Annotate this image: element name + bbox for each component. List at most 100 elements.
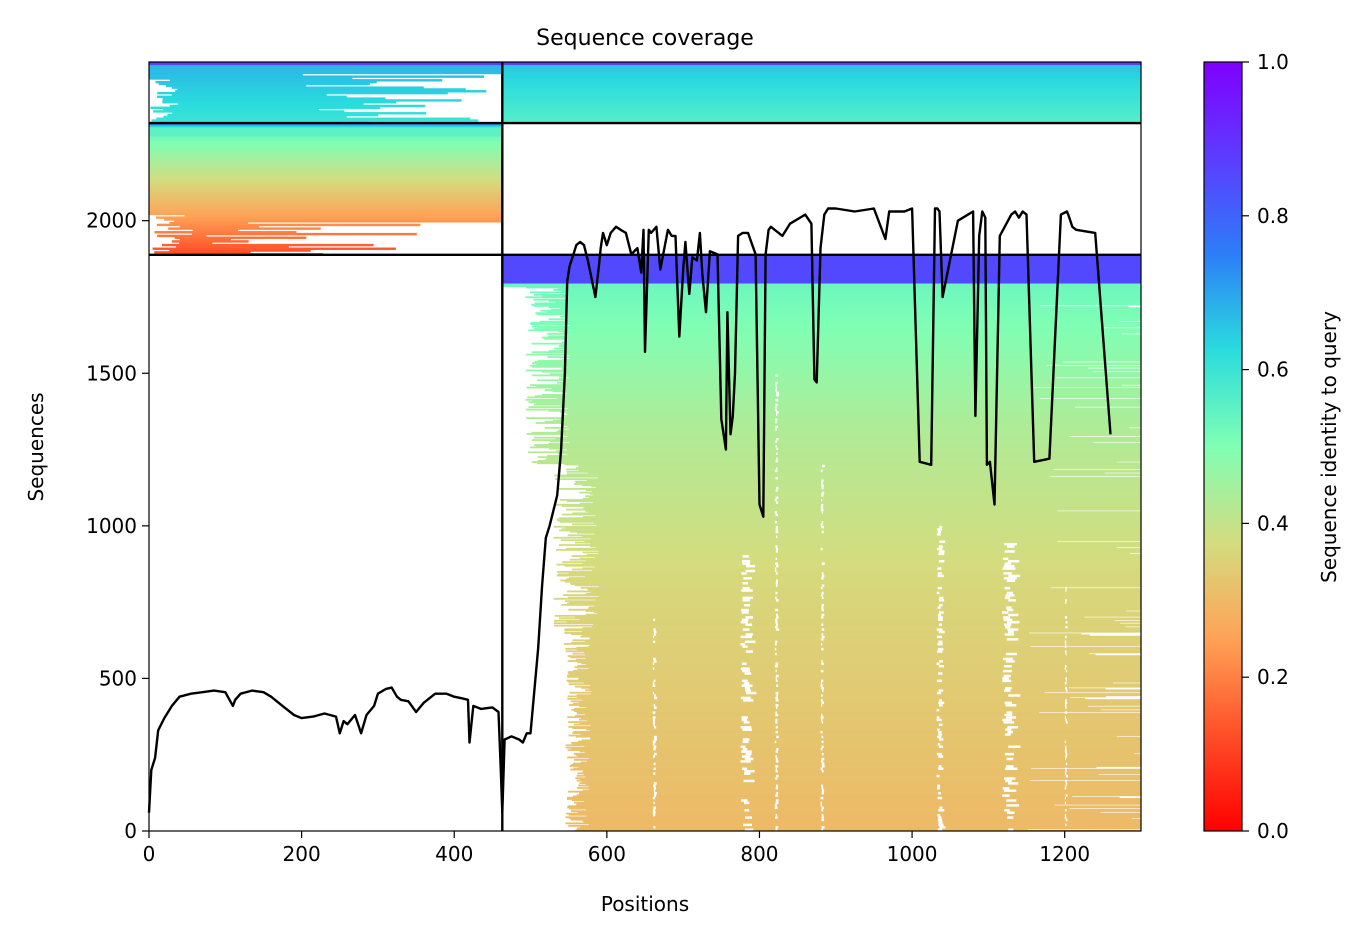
- heatmap-row: [164, 218, 503, 221]
- heatmap-row: [502, 117, 1141, 120]
- heatmap-gap: [775, 662, 779, 665]
- heatmap-row: [595, 514, 1141, 517]
- heatmap-row: [584, 651, 1141, 654]
- heatmap-gap: [1003, 674, 1011, 678]
- heatmap-gap: [741, 572, 747, 575]
- heatmap-row: [568, 790, 1141, 793]
- heatmap-gap: [1002, 611, 1009, 614]
- heatmap-gap: [820, 547, 823, 551]
- heatmap-gap: [937, 572, 942, 575]
- heatmap-gap: [775, 528, 778, 531]
- heatmap-row: [562, 358, 1141, 361]
- heatmap-row: [560, 579, 1141, 582]
- heatmap-gap: [820, 760, 824, 763]
- heatmap-row: [502, 64, 1141, 67]
- heatmap-row: [594, 556, 1141, 559]
- heatmap-row: [172, 112, 427, 115]
- heatmap-gap: [775, 750, 778, 753]
- heatmap-gap: [1002, 679, 1012, 683]
- heatmap-row: [590, 684, 1141, 687]
- heatmap-gap: [776, 735, 779, 739]
- heatmap-row: [565, 822, 1141, 825]
- heatmap-gap: [820, 494, 824, 497]
- heatmap-row: [149, 203, 503, 207]
- heatmap-row: [588, 472, 1105, 474]
- heatmap-gap: [936, 533, 941, 536]
- heatmap-gap: [1007, 811, 1015, 814]
- heatmap-row: [171, 240, 249, 243]
- heatmap-gap: [821, 806, 824, 810]
- heatmap-row: [581, 686, 1069, 689]
- heatmap-row: [163, 115, 347, 119]
- heatmap-gap: [1007, 730, 1014, 734]
- heatmap-gap: [775, 691, 779, 695]
- heatmap-row: [156, 117, 471, 120]
- heatmap-gap: [1065, 652, 1067, 656]
- heatmap-gap: [1003, 557, 1009, 561]
- heatmap-row: [149, 212, 503, 216]
- heatmap-gap: [775, 428, 777, 431]
- heatmap-row: [590, 542, 1141, 545]
- heatmap-row: [149, 183, 503, 186]
- heatmap-row: [594, 533, 1141, 535]
- heatmap-gap: [938, 672, 943, 675]
- heatmap-gap: [653, 784, 656, 788]
- heatmap-row: [536, 363, 1141, 366]
- heatmap-gap: [821, 486, 824, 490]
- heatmap-gap: [775, 403, 778, 407]
- heatmap-gap: [1006, 799, 1017, 802]
- heatmap-gap: [820, 699, 823, 702]
- heatmap-row: [149, 146, 503, 150]
- heatmap-gap: [653, 630, 657, 634]
- heatmap-row: [568, 572, 1141, 575]
- heatmap-row: [547, 332, 1122, 335]
- heatmap-row: [588, 606, 1141, 609]
- heatmap-gap: [742, 728, 752, 731]
- heatmap-row: [586, 553, 1141, 556]
- heatmap-gap: [776, 413, 778, 416]
- heatmap-gap: [1007, 608, 1014, 612]
- heatmap-gap: [936, 752, 942, 756]
- heatmap-gap: [743, 603, 751, 607]
- x-axis-label: Positions: [601, 892, 689, 916]
- heatmap-gap: [1005, 733, 1011, 736]
- heatmap-row: [149, 176, 503, 179]
- heatmap-gap: [652, 718, 656, 722]
- heatmap-gap: [745, 689, 751, 692]
- heatmap-gap: [937, 606, 941, 609]
- heatmap-gap: [775, 581, 778, 585]
- heatmap-row: [567, 425, 1141, 428]
- heatmap-gap: [1065, 774, 1069, 778]
- heatmap-gap: [821, 603, 824, 607]
- heatmap-row: [598, 595, 1141, 598]
- heatmap-row: [595, 566, 1141, 568]
- heatmap-row: [585, 654, 1096, 656]
- heatmap-row: [149, 165, 503, 168]
- heatmap-gap: [775, 437, 779, 441]
- heatmap-gap: [1005, 686, 1012, 690]
- heatmap-row: [533, 328, 1141, 330]
- heatmap-row: [574, 480, 1141, 483]
- heatmap-row: [568, 683, 1141, 686]
- heatmap-row: [584, 540, 1058, 543]
- heatmap-gap: [1004, 596, 1011, 600]
- heatmap-row: [152, 247, 396, 250]
- heatmap-row: [556, 430, 1141, 433]
- heatmap-gap: [1064, 616, 1068, 619]
- heatmap-gap: [743, 699, 754, 702]
- heatmap-row: [570, 583, 1141, 586]
- heatmap-gap: [774, 664, 778, 668]
- heatmap-row: [162, 243, 374, 247]
- heatmap-gap: [775, 562, 778, 565]
- heatmap-row: [575, 754, 1141, 756]
- heatmap-row: [536, 385, 1141, 388]
- heatmap-row: [573, 483, 1141, 485]
- heatmap-gap: [1004, 623, 1012, 626]
- heatmap-row: [579, 750, 1141, 753]
- heatmap-gap: [744, 809, 750, 812]
- heatmap-row: [593, 611, 1141, 614]
- heatmap-gap: [775, 826, 779, 829]
- heatmap-row: [579, 557, 1141, 560]
- heatmap-row: [572, 799, 1141, 802]
- heatmap-gap: [1004, 752, 1014, 756]
